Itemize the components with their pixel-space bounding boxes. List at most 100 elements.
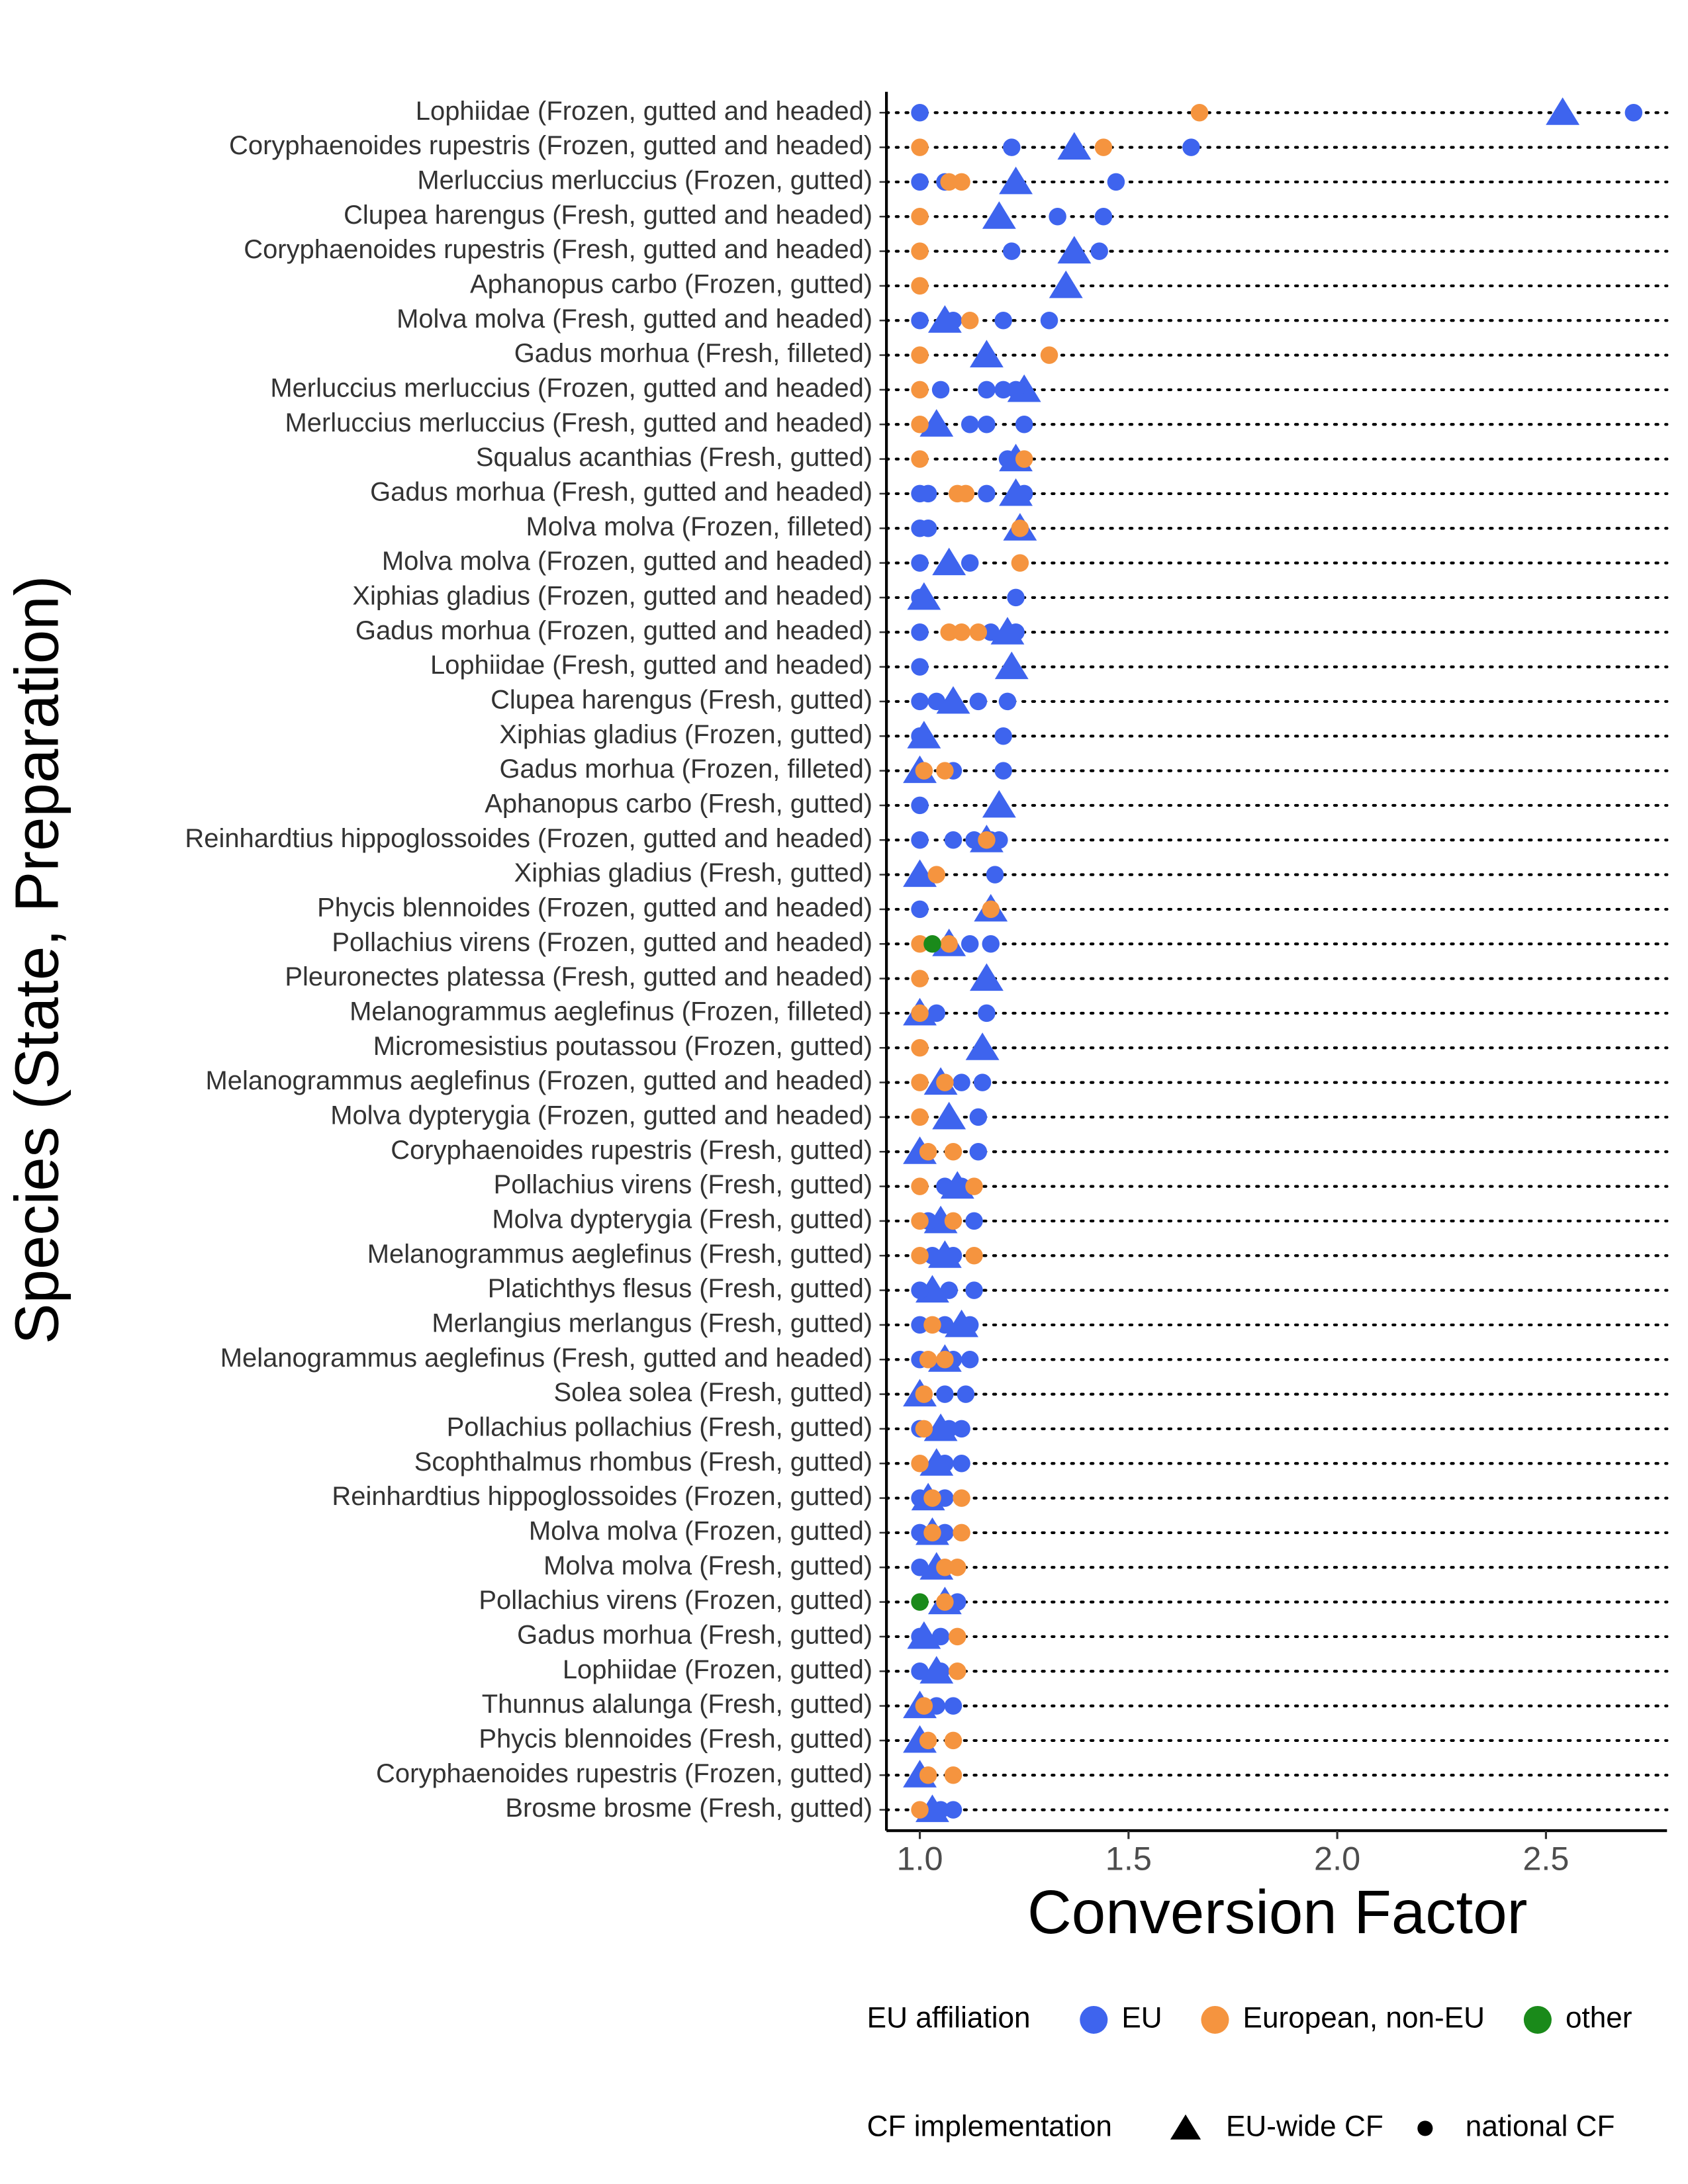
y-tick-label: Lophiidae (Fresh, gutted and headed) (430, 651, 872, 680)
y-tick-label: Aphanopus carbo (Frozen, gutted) (470, 269, 872, 298)
national-cf-point (953, 1455, 970, 1473)
x-tick-label: 2.5 (1523, 1840, 1569, 1878)
national-cf-point (911, 1004, 929, 1023)
national-cf-point (923, 1316, 941, 1334)
eu-wide-cf-marker (970, 340, 1004, 368)
national-cf-point (919, 1351, 937, 1369)
x-tick-label: 1.5 (1105, 1840, 1152, 1878)
national-cf-point (973, 1073, 992, 1091)
national-cf-point (936, 1593, 954, 1611)
national-cf-point (994, 727, 1012, 745)
eu-wide-cf-marker (936, 686, 970, 714)
y-tick-label: Clupea harengus (Fresh, gutted and heade… (344, 201, 872, 230)
national-cf-point (1007, 381, 1025, 399)
national-cf-point (915, 762, 933, 780)
y-tick-label: Merluccius merluccius (Fresh, gutted and… (285, 408, 873, 437)
legend-label: national CF (1466, 2111, 1615, 2143)
y-tick-label: Platichthys flesus (Fresh, gutted) (488, 1274, 872, 1303)
eu-wide-cf-marker (1057, 236, 1092, 264)
legend-swatch (1201, 2005, 1229, 2034)
y-tick-label: Xiphias gladius (Frozen, gutted) (499, 720, 872, 749)
y-tick-label: Gadus morhua (Frozen, gutted and headed) (355, 616, 872, 645)
national-cf-point (1015, 484, 1033, 503)
national-cf-point (911, 1281, 929, 1299)
national-cf-point (911, 1524, 929, 1542)
national-cf-point (911, 1247, 929, 1265)
national-cf-point (953, 1420, 970, 1438)
y-tick-label: Melanogrammus aeglefinus (Frozen, fillet… (350, 997, 872, 1026)
national-cf-point (919, 484, 937, 503)
national-cf-point (944, 312, 962, 330)
national-cf-point (1040, 346, 1058, 364)
legend-swatch (1523, 2005, 1552, 2034)
national-cf-point (1007, 588, 1025, 607)
y-tick-label: Lophiidae (Frozen, gutted and headed) (416, 97, 872, 126)
y-tick-label: Reinhardtius hippoglossoides (Frozen, gu… (185, 824, 872, 853)
national-cf-point (1049, 208, 1066, 226)
national-cf-point (911, 277, 929, 295)
national-cf-point (965, 1177, 983, 1195)
national-cf-point (915, 1697, 933, 1715)
national-cf-point (911, 970, 929, 987)
national-cf-point (927, 866, 946, 884)
national-cf-point (982, 935, 1000, 953)
national-cf-point (944, 831, 962, 849)
national-cf-point (911, 104, 929, 122)
y-tick-label: Gadus morhua (Fresh, gutted and headed) (370, 477, 872, 506)
national-cf-point (911, 1073, 929, 1091)
national-cf-point (998, 450, 1017, 468)
national-cf-point (961, 554, 979, 572)
y-tick-label: Aphanopus carbo (Fresh, gutted) (485, 789, 872, 818)
x-tick-label: 1.0 (896, 1840, 943, 1878)
y-tick-label: Pollachius virens (Fresh, gutted) (494, 1170, 872, 1199)
y-tick-label: Merluccius merluccius (Frozen, gutted) (417, 165, 872, 195)
national-cf-point (911, 381, 929, 399)
eu-wide-cf-marker (970, 963, 1004, 991)
national-cf-point (911, 242, 929, 260)
y-tick-label: Molva dypterygia (Fresh, gutted) (492, 1205, 872, 1234)
national-cf-point (994, 381, 1012, 399)
national-cf-point (998, 692, 1017, 711)
x-axis-title: Conversion Factor (1027, 1878, 1527, 1946)
eu-wide-cf-marker (1546, 97, 1580, 125)
national-cf-point (936, 1524, 954, 1542)
national-cf-point (919, 1766, 937, 1784)
national-cf-point (978, 831, 996, 849)
y-tick-label: Melanogrammus aeglefinus (Fresh, gutted … (220, 1343, 872, 1373)
national-cf-point (911, 1662, 929, 1680)
national-cf-point (969, 1108, 988, 1126)
national-cf-point (936, 762, 954, 780)
legend-title: EU affiliation (867, 2002, 1031, 2034)
eu-wide-cf-marker (999, 166, 1033, 195)
national-cf-point (936, 1351, 954, 1369)
national-cf-point (936, 1455, 954, 1473)
national-cf-point (919, 1731, 937, 1750)
national-cf-point (936, 1177, 954, 1195)
y-tick-label: Reinhardtius hippoglossoides (Frozen, gu… (332, 1482, 872, 1511)
national-cf-point (911, 1316, 929, 1334)
national-cf-point (940, 1281, 958, 1299)
eu-wide-cf-marker (1057, 132, 1092, 160)
national-cf-point (923, 1524, 941, 1542)
national-cf-point (923, 1247, 941, 1265)
national-cf-point (931, 1801, 950, 1819)
national-cf-point (965, 1212, 983, 1230)
national-cf-point (931, 1662, 950, 1680)
x-tick-label: 2.0 (1314, 1840, 1360, 1878)
national-cf-point (1040, 312, 1058, 330)
national-cf-point (911, 1039, 929, 1057)
national-cf-point (982, 623, 1000, 641)
national-cf-point (911, 554, 929, 572)
eu-wide-cf-marker (982, 201, 1016, 229)
national-cf-point (911, 1627, 929, 1646)
national-cf-point (927, 1004, 946, 1023)
y-axis-title: Species (State, Preparation) (3, 576, 71, 1345)
national-cf-point (911, 692, 929, 711)
national-cf-point (911, 1177, 929, 1195)
y-tick-label: Phycis blennoides (Fresh, gutted) (479, 1724, 872, 1753)
national-cf-point (978, 416, 996, 433)
national-cf-point (923, 1489, 941, 1507)
national-cf-point (944, 1697, 962, 1715)
national-cf-point (911, 1212, 929, 1230)
national-cf-point (911, 1559, 929, 1576)
